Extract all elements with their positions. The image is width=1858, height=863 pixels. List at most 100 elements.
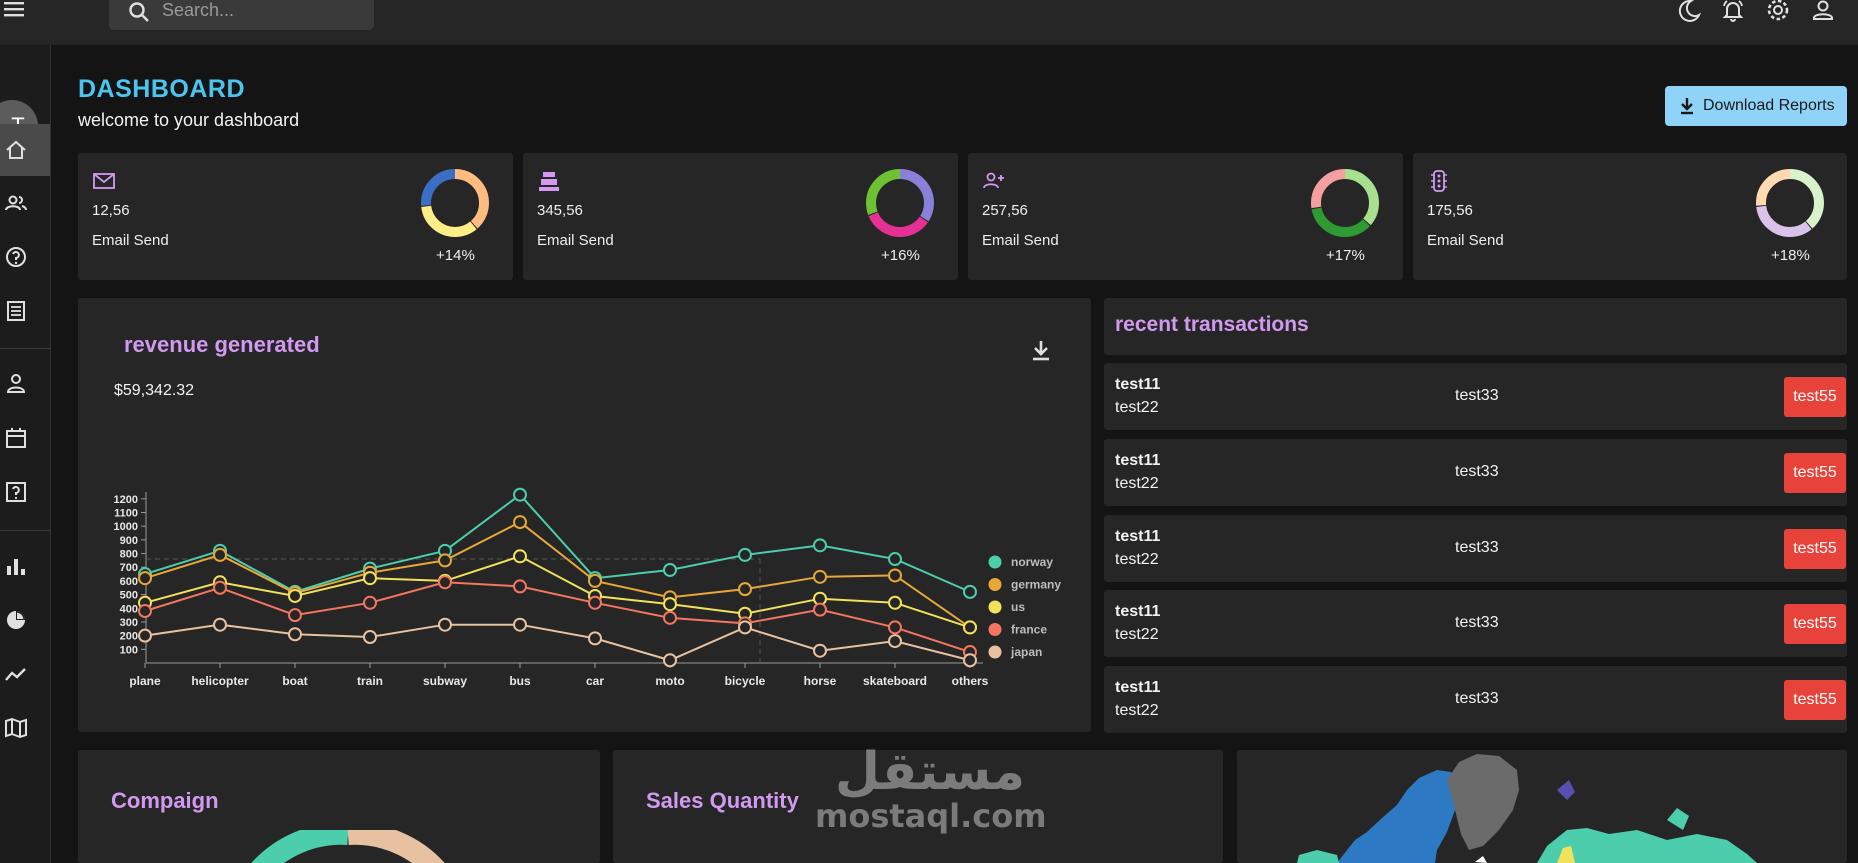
- y-tick-label: 1000: [114, 521, 138, 533]
- person-icon: [6, 374, 26, 393]
- stat-percent: +17%: [1326, 247, 1365, 264]
- stat-percent: +18%: [1771, 247, 1810, 264]
- sidebar-item-team[interactable]: [0, 178, 50, 230]
- data-point-us: [663, 597, 677, 612]
- sidebar-item-faq[interactable]: [0, 466, 50, 518]
- calendar-icon: [6, 428, 26, 448]
- transaction-amount-badge[interactable]: test55: [1784, 604, 1846, 644]
- legend-label: germany: [1011, 578, 1061, 592]
- download-reports-button[interactable]: Download Reports: [1665, 86, 1847, 126]
- sidebar-divider: [0, 530, 50, 531]
- transaction-user: test22: [1115, 475, 1159, 492]
- stat-donut: [1756, 169, 1824, 237]
- x-tick-label: boat: [282, 674, 307, 688]
- sidebar-item-calendar[interactable]: [0, 412, 50, 464]
- campaign-title: Compaign: [111, 788, 219, 813]
- line-chart-icon: [5, 668, 26, 681]
- data-point-us: [288, 588, 302, 603]
- stat-label: Email Send: [537, 232, 614, 249]
- stat-value: 175,56: [1427, 202, 1473, 219]
- transaction-user: test22: [1115, 702, 1159, 719]
- watermark-arabic: مستقل: [834, 742, 1026, 802]
- menu-icon[interactable]: [4, 0, 30, 20]
- data-point-norway: [738, 547, 752, 562]
- sales-quantity-card: Sales Quantity: [613, 750, 1223, 863]
- transaction-amount-badge[interactable]: test55: [1784, 529, 1846, 569]
- top-bar: Search...: [0, 0, 1858, 45]
- sidebar-item-line-chart[interactable]: [0, 648, 50, 700]
- data-point-japan: [738, 620, 752, 635]
- data-point-germany: [213, 547, 227, 562]
- legend-swatch-germany: [988, 578, 1002, 591]
- legend-label: us: [1011, 600, 1025, 614]
- watermark-latin: mostaql.com: [815, 797, 1047, 835]
- cash-register-icon: [539, 172, 559, 191]
- legend-label: france: [1011, 623, 1047, 637]
- data-point-norway: [888, 552, 902, 567]
- transaction-id: test11: [1115, 376, 1161, 393]
- legend-swatch-us: [988, 600, 1002, 614]
- y-tick-label: 100: [120, 644, 138, 656]
- transaction-amount-badge[interactable]: test55: [1784, 680, 1846, 720]
- data-point-germany: [513, 515, 527, 530]
- transaction-amount-badge[interactable]: test55: [1784, 377, 1846, 417]
- map-icon: [5, 717, 27, 739]
- data-point-france: [663, 610, 677, 625]
- download-icon: [1681, 98, 1693, 115]
- transaction-row: test11 test22 test33 test55: [1104, 439, 1847, 506]
- x-tick-label: car: [586, 674, 604, 688]
- legend-label: norway: [1011, 555, 1053, 569]
- series-line-france: [144, 581, 971, 654]
- data-point-japan: [813, 643, 827, 658]
- data-point-germany: [888, 568, 902, 583]
- data-point-germany: [438, 553, 452, 568]
- data-point-japan: [963, 653, 977, 668]
- transaction-row: test11 test22 test33 test55: [1104, 363, 1847, 430]
- search-input[interactable]: Search...: [109, 0, 374, 30]
- sidebar-item-dashboard[interactable]: [0, 124, 50, 176]
- stat-donut: [1311, 169, 1379, 237]
- y-tick-label: 1200: [114, 494, 138, 506]
- dark-mode-icon[interactable]: [1676, 0, 1702, 24]
- bar-chart-icon: [7, 559, 25, 575]
- sidebar-item-geography[interactable]: [0, 702, 50, 754]
- legend-swatch-japan: [988, 645, 1002, 659]
- sidebar-item-invoices[interactable]: [0, 285, 50, 337]
- x-tick-label: skateboard: [863, 674, 927, 688]
- transaction-date: test33: [1455, 463, 1499, 480]
- series-line-germany: [144, 520, 971, 629]
- x-tick-label: moto: [655, 674, 684, 688]
- sidebar-item-contacts[interactable]: [0, 231, 50, 283]
- y-tick-label: 1100: [114, 508, 138, 520]
- sales-quantity-title: Sales Quantity: [646, 788, 799, 813]
- sidebar-item-pie-chart[interactable]: [0, 594, 50, 646]
- sidebar-item-profile-form[interactable]: [0, 358, 50, 410]
- download-icon[interactable]: [1028, 338, 1054, 364]
- x-tick-label: horse: [804, 674, 837, 688]
- revenue-title: revenue generated: [124, 332, 320, 357]
- data-point-us: [963, 620, 977, 635]
- data-point-japan: [138, 628, 152, 643]
- x-tick-label: helicopter: [191, 674, 249, 688]
- series-line-japan: [144, 623, 971, 662]
- stat-percent: +16%: [881, 247, 920, 264]
- transaction-id: test11: [1115, 603, 1161, 620]
- sidebar-item-bar-chart[interactable]: [0, 540, 50, 592]
- stat-card: 345,56 Email Send +16%: [523, 153, 958, 280]
- stat-value: 257,56: [982, 202, 1028, 219]
- legend-label: japan: [1010, 645, 1042, 659]
- settings-icon[interactable]: [1765, 0, 1791, 24]
- data-point-us: [888, 595, 902, 610]
- data-point-japan: [438, 617, 452, 632]
- profile-icon[interactable]: [1810, 0, 1836, 24]
- help-icon: [6, 482, 26, 502]
- transaction-amount-badge[interactable]: test55: [1784, 453, 1846, 493]
- y-tick-label: 300: [120, 617, 138, 629]
- notifications-icon[interactable]: [1720, 0, 1746, 24]
- stat-percent: +14%: [436, 247, 475, 264]
- transactions-title: recent transactions: [1115, 313, 1309, 336]
- revenue-amount: $59,342.32: [114, 382, 195, 399]
- data-point-france: [813, 602, 827, 617]
- data-point-germany: [138, 571, 152, 586]
